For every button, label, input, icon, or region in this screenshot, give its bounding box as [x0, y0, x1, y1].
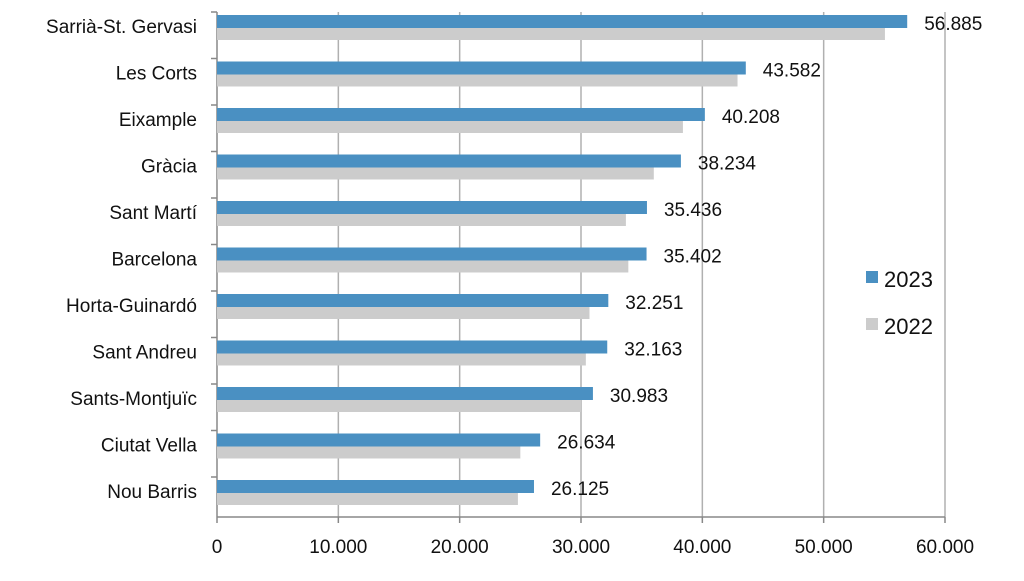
category-label: Barcelona: [111, 250, 197, 271]
category-label: Nou Barris: [107, 482, 197, 503]
data-label-2023: 56.885: [924, 14, 982, 35]
x-tick-label: 50.000: [795, 537, 853, 558]
bar-2022: [217, 493, 518, 505]
bar-2023: [217, 247, 647, 261]
category-label: Horta-Guinardó: [66, 296, 197, 317]
data-label-2023: 26.634: [557, 433, 616, 454]
category-label: Ciutat Vella: [101, 436, 198, 457]
bar-2023: [217, 154, 681, 168]
bar-2023: [217, 108, 705, 121]
bar-2022: [217, 260, 629, 273]
category-label: Les Corts: [116, 64, 197, 85]
bar-2022: [217, 28, 885, 40]
bar-2022: [217, 400, 581, 412]
bar-2023: [217, 15, 908, 28]
data-label-2023: 35.436: [664, 200, 722, 221]
bar-2023: [217, 387, 593, 400]
data-label-2023: 32.251: [625, 293, 683, 314]
x-tick-label: 20.000: [431, 537, 489, 558]
bar-2022: [217, 167, 654, 180]
x-tick-label: 10.000: [309, 537, 367, 558]
bar-2023: [217, 480, 534, 493]
data-label-2023: 32.163: [624, 340, 682, 361]
bar-2022: [217, 74, 738, 87]
data-label-2023: 35.402: [664, 247, 722, 268]
x-tick-label: 60.000: [916, 537, 974, 558]
data-label-2023: 30.983: [610, 386, 668, 407]
category-label: Sants-Montjuïc: [70, 389, 197, 410]
data-label-2023: 26.125: [551, 479, 609, 500]
bar-2023: [217, 61, 746, 75]
data-label-2023: 43.582: [763, 61, 821, 82]
legend-label-2022: 2022: [884, 314, 933, 339]
x-tick-label: 40.000: [673, 537, 731, 558]
x-tick-label: 30.000: [552, 537, 610, 558]
category-label: Sarrià-St. Gervasi: [46, 17, 197, 38]
legend-swatch-2022: [866, 318, 878, 330]
category-label: Gràcia: [141, 157, 197, 178]
bar-2023: [217, 294, 609, 307]
data-label-2023: 38.234: [698, 154, 757, 175]
legend-label-2023: 2023: [884, 267, 933, 292]
bar-2022: [217, 446, 521, 459]
category-label: Eixample: [119, 110, 197, 131]
bar-2022: [217, 307, 590, 319]
data-label-2023: 40.208: [722, 107, 780, 128]
category-label: Sant Andreu: [92, 343, 197, 364]
bar-2022: [217, 353, 586, 366]
legend-swatch-2023: [866, 271, 878, 283]
bar-2023: [217, 201, 647, 214]
bar-2023: [217, 433, 541, 447]
bar-2022: [217, 121, 683, 133]
bar-2023: [217, 340, 608, 354]
category-label: Sant Martí: [109, 203, 197, 224]
x-tick-label: 0: [212, 537, 223, 558]
bar-2022: [217, 214, 626, 226]
